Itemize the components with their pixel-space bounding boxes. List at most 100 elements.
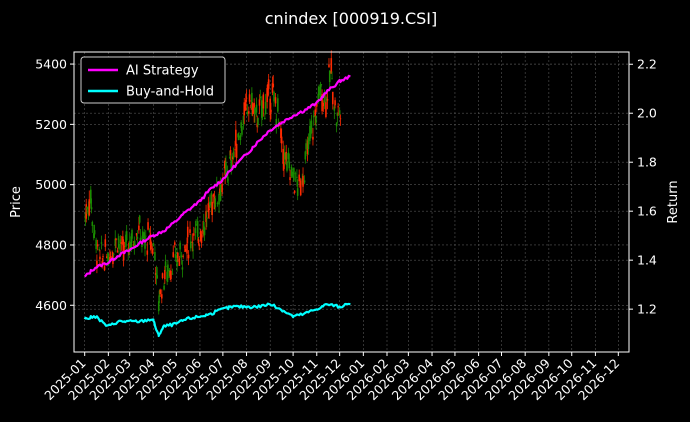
y-axis-label-left: Price [9, 186, 24, 218]
candle-body [260, 100, 263, 118]
candle-body [116, 250, 119, 253]
y-tick-label-left: 5400 [35, 57, 67, 72]
candle-body [150, 241, 152, 250]
candle-body [310, 120, 313, 134]
candle-body [207, 203, 210, 213]
candle-body [218, 193, 220, 205]
candle-body [290, 166, 293, 177]
candle-body [242, 116, 245, 126]
candle-body [160, 294, 163, 299]
candle-body [315, 116, 317, 124]
candle-body [164, 261, 167, 268]
candle-body [243, 102, 246, 116]
legend: AI Strategy Buy-and-Hold [80, 56, 226, 104]
candle-body [89, 189, 92, 204]
candle-body [141, 244, 143, 248]
candle-body [221, 183, 223, 193]
candle-body [219, 184, 222, 201]
candle-body [229, 150, 232, 156]
candle-body [178, 258, 181, 266]
candle-body [275, 118, 278, 127]
candle-body [271, 83, 274, 93]
y-tick-label-right: 1.2 [637, 302, 657, 317]
candle-body [302, 175, 304, 187]
series-lines [83, 74, 351, 338]
candle-body [119, 239, 122, 244]
candle-body [298, 174, 301, 182]
candle-body [241, 126, 243, 135]
candle-body [232, 151, 235, 159]
candle-body [196, 220, 199, 237]
candle-body [186, 243, 188, 254]
candle-body [202, 229, 204, 234]
candle-body [107, 253, 110, 266]
legend-label: AI Strategy [126, 64, 199, 79]
candle-body [277, 98, 279, 112]
candle-body [333, 106, 336, 111]
candle-body [173, 242, 176, 245]
candle-body [225, 162, 227, 176]
candle-body [326, 98, 329, 101]
chart-title: cnindex [000919.CSI] [265, 9, 438, 28]
candle-body [202, 222, 205, 231]
candle-body [248, 94, 251, 102]
candle-body [286, 161, 288, 171]
candle-body [240, 122, 242, 128]
candle-body [266, 88, 268, 102]
candle-body [206, 217, 208, 219]
candle-body [303, 180, 306, 183]
candle-body [274, 97, 277, 104]
candle-body [147, 222, 149, 230]
candle-body [235, 143, 238, 158]
candle-body [244, 99, 247, 111]
candle-body [149, 233, 152, 245]
candle-body [168, 269, 171, 272]
candle-body [167, 264, 169, 279]
candle-body [174, 254, 177, 258]
candle-body [104, 239, 107, 247]
candle-body [335, 122, 338, 127]
candle-body [272, 83, 275, 87]
plot-frame [73, 51, 630, 353]
candle-body [200, 234, 203, 244]
candle-body [264, 101, 267, 115]
candle-body [136, 236, 139, 239]
y-tick-label-left: 4600 [35, 298, 67, 313]
candle-body [88, 199, 91, 216]
candle-body [230, 159, 233, 170]
candle-body [257, 117, 259, 126]
candle-body [146, 250, 149, 255]
y-tick-label-left: 5000 [35, 177, 67, 192]
candle-body [131, 229, 133, 239]
candle-body [334, 100, 336, 106]
candle-body [161, 273, 164, 279]
candle-body [90, 207, 93, 210]
candle-body [328, 64, 330, 68]
candle-body [181, 267, 184, 270]
candle-body [91, 222, 94, 226]
candle-body [203, 227, 206, 236]
y-tick-label-left: 4800 [35, 237, 67, 252]
candle-body [238, 136, 240, 138]
candle-body [216, 203, 219, 204]
candle-body [317, 93, 320, 102]
candle-body [323, 92, 326, 103]
candle-body [296, 176, 298, 178]
candle-body [192, 249, 194, 251]
candle-body [170, 270, 172, 280]
candle-body [255, 104, 258, 113]
candle-body [118, 243, 120, 250]
candle-body [135, 233, 138, 236]
candle-body [287, 152, 290, 160]
candle-body [261, 111, 264, 114]
candle-body [193, 233, 195, 236]
candle-body [187, 254, 190, 259]
candle-body [123, 246, 126, 248]
candle-body [138, 215, 141, 223]
candle-body [280, 128, 282, 138]
candle-body [85, 204, 88, 219]
candle-body [154, 252, 156, 261]
candle-body [189, 229, 191, 233]
candle-body [156, 275, 159, 279]
candle-body [151, 248, 154, 254]
